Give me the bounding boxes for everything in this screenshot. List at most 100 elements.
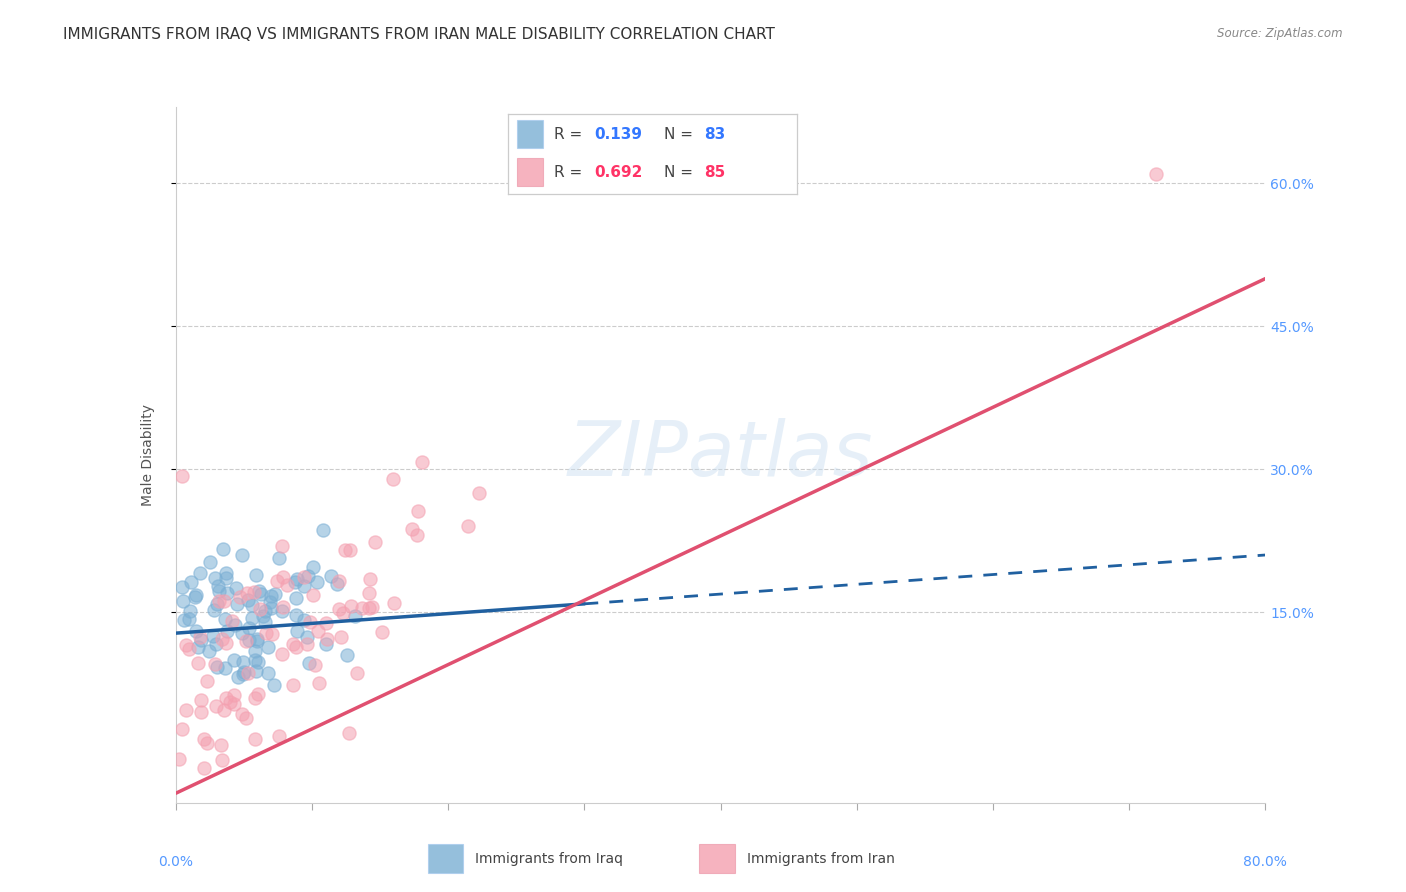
Point: [232, 665, 254, 680]
Point: [238, 621, 260, 635]
Text: 80.0%: 80.0%: [1243, 855, 1288, 869]
Point: [204, 571, 226, 585]
Point: [212, 703, 235, 717]
Point: [245, 664, 267, 678]
Point: [284, 640, 307, 654]
Point: [179, 604, 201, 618]
Point: [211, 753, 233, 767]
Point: [270, 604, 292, 618]
Point: [236, 592, 259, 607]
Point: [190, 633, 212, 648]
Point: [246, 632, 269, 647]
Point: [245, 568, 267, 582]
Point: [232, 666, 254, 681]
Point: [276, 578, 298, 592]
Point: [202, 603, 225, 617]
Point: [257, 640, 280, 654]
Point: [359, 572, 381, 586]
Point: [180, 574, 202, 589]
Point: [285, 624, 308, 638]
Point: [346, 666, 368, 681]
Point: [235, 711, 257, 725]
Point: [328, 602, 350, 616]
Point: [205, 598, 228, 612]
Point: [302, 559, 325, 574]
Point: [270, 539, 292, 553]
FancyBboxPatch shape: [427, 844, 463, 873]
Point: [457, 519, 479, 533]
Point: [283, 637, 305, 651]
Point: [240, 598, 263, 612]
Point: [187, 656, 209, 670]
Point: [328, 574, 350, 588]
Point: [238, 632, 260, 647]
Point: [292, 613, 315, 627]
Point: [232, 655, 254, 669]
Text: Immigrants from Iraq: Immigrants from Iraq: [475, 852, 623, 865]
Point: [208, 594, 231, 608]
Point: [195, 736, 218, 750]
Point: [170, 580, 193, 594]
Point: [344, 608, 367, 623]
Point: [295, 637, 318, 651]
Point: [229, 590, 252, 604]
Point: [325, 577, 347, 591]
Point: [219, 694, 242, 708]
Point: [302, 588, 325, 602]
Point: [225, 581, 247, 595]
Point: [308, 676, 330, 690]
Point: [1144, 167, 1167, 181]
Point: [253, 615, 276, 629]
Point: [243, 653, 266, 667]
Point: [247, 584, 270, 599]
Point: [235, 634, 257, 648]
Point: [287, 572, 309, 586]
Point: [292, 570, 315, 584]
Point: [238, 665, 260, 680]
Point: [211, 632, 233, 646]
Point: [222, 697, 245, 711]
Point: [215, 571, 238, 585]
Point: [408, 504, 430, 518]
Point: [173, 613, 195, 627]
Point: [401, 522, 423, 536]
Point: [177, 641, 200, 656]
Point: [260, 627, 283, 641]
Point: [224, 618, 246, 632]
Point: [204, 657, 226, 672]
Point: [188, 566, 211, 580]
Point: [260, 601, 283, 615]
Point: [284, 607, 307, 622]
Point: [193, 731, 215, 746]
Point: [364, 535, 387, 549]
Point: [361, 600, 384, 615]
Point: [249, 586, 271, 600]
Point: [170, 722, 193, 736]
Point: [226, 670, 249, 684]
Point: [297, 569, 319, 583]
Point: [246, 687, 269, 701]
Point: [190, 693, 212, 707]
Point: [202, 629, 225, 643]
Point: [231, 707, 253, 722]
FancyBboxPatch shape: [699, 844, 735, 873]
Y-axis label: Male Disability: Male Disability: [141, 404, 155, 506]
Point: [190, 706, 212, 720]
Point: [298, 656, 321, 670]
Text: 0.0%: 0.0%: [159, 855, 193, 869]
Point: [330, 631, 353, 645]
Point: [215, 636, 238, 650]
Point: [221, 614, 243, 628]
Point: [198, 643, 221, 657]
Point: [254, 625, 277, 640]
Point: [271, 647, 294, 661]
Point: [267, 550, 290, 565]
Point: [184, 588, 207, 602]
Point: [292, 579, 315, 593]
Point: [281, 678, 304, 692]
Point: [167, 751, 190, 765]
Point: [315, 615, 337, 630]
Point: [172, 594, 194, 608]
Point: [243, 690, 266, 705]
Point: [312, 523, 335, 537]
